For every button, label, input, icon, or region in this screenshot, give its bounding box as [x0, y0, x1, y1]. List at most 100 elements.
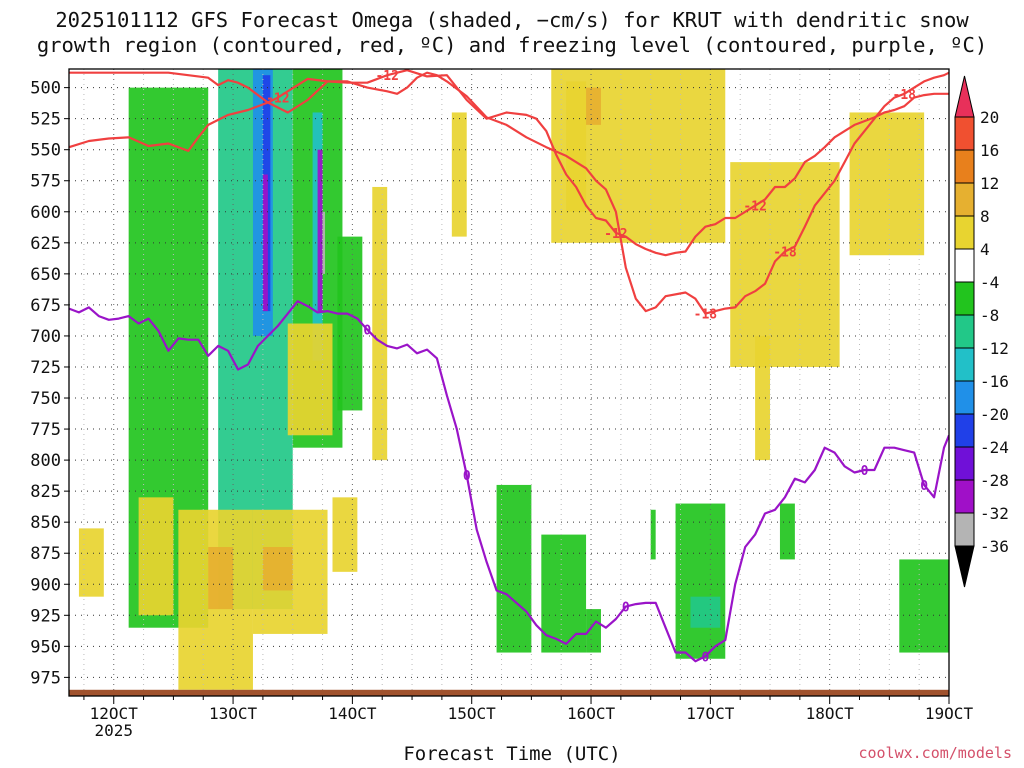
omega-region [690, 596, 721, 628]
contour-minus12 [69, 69, 949, 257]
omega-region [262, 174, 268, 312]
colorbar-label: -28 [980, 471, 1009, 490]
colorbar-swatch [954, 446, 975, 481]
x-tick-label: 12OCT [90, 704, 139, 723]
x-tick-label: 14OCT [328, 704, 377, 723]
omega-region [337, 236, 363, 411]
contour-minus18 [69, 71, 949, 315]
omega-region [208, 547, 234, 610]
omega-region [496, 484, 532, 653]
chart-title: 2025101112 GFS Forecast Omega (shaded, −… [0, 8, 1024, 58]
omega-region [287, 323, 333, 436]
x-axis: 12OCT 13OCT 14OCT 15OCT 16OCT 17OCT 18OCT 19OCT… [83, 696, 974, 740]
y-tick-label: 750 [30, 389, 61, 409]
omega-region [372, 186, 388, 461]
y-tick-label: 900 [30, 575, 61, 595]
x-axis-label: Forecast Time (UTC) [403, 743, 621, 765]
omega-region [138, 497, 174, 616]
colorbar-swatch [954, 182, 975, 217]
y-tick-label: 625 [30, 234, 61, 254]
omega-region [586, 87, 601, 125]
colorbar-swatch [954, 512, 975, 547]
y-tick-label: 875 [30, 544, 61, 564]
y-tick-label: 850 [30, 513, 61, 533]
colorbar-label: -24 [980, 438, 1009, 457]
omega-region [332, 497, 358, 572]
omega-shading [78, 69, 949, 690]
plot-frame [68, 68, 950, 697]
y-tick-label: 775 [30, 420, 61, 440]
contours: -12 -12 -12 -12 -18 -18 -18 0 0 0 0 0 0 [69, 69, 949, 665]
contour-minus12-label: -12 [604, 227, 627, 242]
y-axis: 500 525 550 575 600 625 650 675 700 725 750 775 800 8… [30, 79, 69, 688]
contour-zero [69, 300, 949, 663]
colorbar: 20 16 12 8 4 -4 -8 -12 -16 -20 -24 -28 -32 -36 [954, 75, 1009, 588]
omega-region [650, 509, 656, 560]
contour-zero-label: 0 [622, 601, 630, 616]
y-tick-label: 800 [30, 451, 61, 471]
colorbar-bottom-arrow [954, 545, 975, 588]
omega-region [317, 149, 323, 312]
contour-zero-label: 0 [861, 464, 869, 479]
contour-minus18-label: -18 [773, 246, 797, 261]
colorbar-label: -32 [980, 504, 1009, 523]
contour-zero-label: 0 [363, 324, 371, 339]
omega-region [451, 112, 467, 237]
colorbar-swatch [954, 149, 975, 184]
colorbar-top-arrow [954, 75, 975, 118]
x-tick-label: 13OCT [209, 704, 258, 723]
contour-minus18-label: -18 [893, 88, 917, 103]
colorbar-swatch [954, 479, 975, 514]
title-line-1: 2025101112 GFS Forecast Omega (shaded, −… [55, 8, 969, 32]
colorbar-label: -36 [980, 537, 1009, 556]
y-tick-label: 725 [30, 358, 61, 378]
x-tick-label: 18OCT [806, 704, 855, 723]
x-tick-label: 17OCT [686, 704, 735, 723]
x-tick-label: 16OCT [567, 704, 616, 723]
y-tick-label: 500 [30, 79, 61, 99]
contour-minus18-label: -18 [694, 308, 718, 323]
colorbar-swatch [954, 314, 975, 349]
omega-region [779, 503, 795, 560]
colorbar-swatch [954, 281, 975, 316]
colorbar-label: -16 [980, 372, 1009, 391]
colorbar-label: 12 [980, 174, 999, 193]
colorbar-label: -8 [980, 306, 999, 325]
y-tick-label: 700 [30, 327, 61, 347]
contour-zero-label: 0 [701, 650, 709, 665]
ground-strip [69, 689, 949, 696]
colorbar-swatch [954, 413, 975, 448]
colorbar-label: -4 [980, 273, 999, 292]
brand-watermark: coolwx.com/models [858, 744, 1012, 762]
y-tick-label: 600 [30, 203, 61, 223]
colorbar-label: 4 [980, 240, 990, 259]
colorbar-label: -20 [980, 405, 1009, 424]
colorbar-label: 20 [980, 108, 999, 127]
contour-minus12-label: -12 [743, 200, 766, 215]
ground-fill [69, 689, 949, 696]
y-tick-label: 550 [30, 141, 61, 161]
y-tick-label: 675 [30, 296, 61, 316]
x-tick-label: 15OCT [448, 704, 497, 723]
contour-minus12-label: -12 [266, 92, 289, 107]
contour-zero-label: 0 [920, 479, 928, 494]
y-tick-label: 975 [30, 668, 61, 688]
colorbar-swatch [954, 380, 975, 415]
contour-minus12-label: -12 [375, 69, 398, 84]
colorbar-swatch [954, 215, 975, 250]
omega-region [78, 528, 104, 597]
omega-region [262, 547, 293, 591]
colorbar-swatch [954, 116, 975, 151]
omega-region [755, 335, 771, 461]
colorbar-label: -12 [980, 339, 1009, 358]
x-year-label: 2025 [94, 721, 133, 740]
colorbar-label: 8 [980, 207, 990, 226]
y-tick-label: 575 [30, 172, 61, 192]
omega-region [566, 81, 587, 212]
contour-zero-label: 0 [463, 469, 471, 484]
y-tick-label: 825 [30, 482, 61, 502]
title-line-2: growth region (contoured, red, ºC) and f… [36, 33, 988, 57]
x-tick-label: 19OCT [925, 704, 974, 723]
omega-region [730, 162, 840, 367]
